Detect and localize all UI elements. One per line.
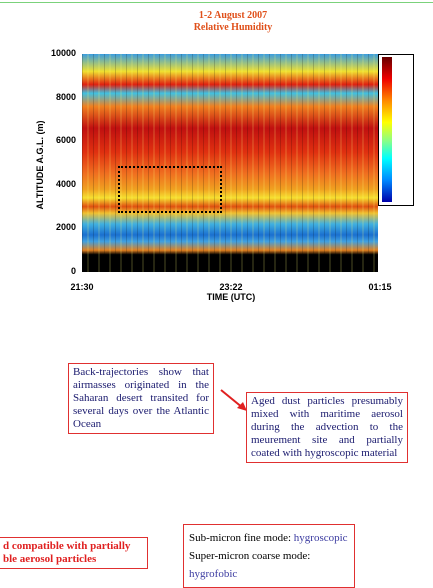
color-bar-frame: [378, 54, 414, 206]
y-tick-label: 6000: [55, 135, 76, 146]
note-box: d compatible with partially ble aerosol …: [0, 537, 148, 569]
plot-title: 1-2 August 2007 Relative Humidity: [150, 10, 316, 34]
highlight-box: [118, 166, 222, 213]
note-box: Aged dust particles presumably mixed wit…: [246, 392, 408, 463]
x-axis-label: TIME (UTC): [206, 292, 256, 302]
top-rule: [0, 2, 433, 3]
y-tick-label: 10000: [50, 48, 76, 58]
mode-label: Super-micron coarse mode:: [189, 550, 311, 562]
title-line: 1-2 August 2007: [198, 10, 268, 21]
mode-value: hygroscopic: [293, 532, 348, 544]
y-tick-label: 0: [70, 266, 76, 276]
mode-box: Sub-micron fine mode: hygroscopic Super-…: [183, 524, 355, 588]
arrow: [220, 389, 247, 411]
y-tick-label: 2000: [55, 222, 76, 233]
note-line: ble aerosol particles: [3, 553, 97, 565]
x-tick-label: 21:30: [70, 282, 94, 292]
y-tick-label: 8000: [55, 91, 76, 102]
mode-line: Sub-micron fine mode: hygroscopic: [189, 529, 349, 547]
humidity-map: [82, 54, 378, 272]
note-line: d compatible with partially: [3, 540, 131, 552]
note-box: Back-trajectories show that airmasses or…: [68, 363, 214, 434]
x-tick-label: 23:22: [219, 282, 243, 292]
y-tick-label: 4000: [55, 178, 76, 189]
x-tick-label: 01:15: [368, 282, 392, 292]
y-axis-label: ALTITUDE A.G.L. (m): [35, 120, 45, 210]
mode-label: Sub-micron fine mode:: [189, 532, 292, 544]
color-bar: [382, 57, 392, 202]
mode-line: Super-micron coarse mode: hygrofobic: [189, 547, 349, 583]
title-line: Relative Humidity: [193, 22, 273, 33]
mode-value: hygrofobic: [189, 568, 238, 580]
